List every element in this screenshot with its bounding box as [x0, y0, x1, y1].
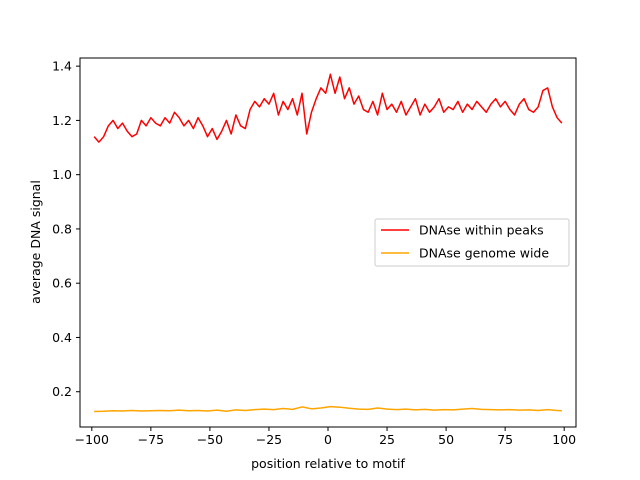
x-tick-label: 25 [379, 432, 395, 447]
y-tick-label: 1.0 [52, 167, 72, 182]
x-tick-label: −75 [138, 432, 164, 447]
series-layer [93, 73, 563, 413]
y-axis: 0.2 0.4 0.6 0.8 1.0 1.2 1.4 [52, 59, 80, 399]
y-tick-label: 0.6 [52, 276, 72, 291]
y-axis-label: average DNA signal [28, 180, 43, 304]
series-line-within-peaks [93, 73, 563, 143]
legend: DNAse within peaks DNAse genome wide [374, 218, 570, 267]
legend-label-genome-wide: DNAse genome wide [419, 246, 549, 261]
y-tick-label: 0.4 [52, 330, 72, 345]
x-tick-label: 100 [552, 432, 576, 447]
legend-label-within-peaks: DNAse within peaks [419, 223, 544, 238]
series-line-genome-wide [94, 405, 562, 413]
x-axis-label: position relative to motif [251, 456, 405, 471]
x-axis: −100 −75 −50 −25 0 25 50 75 100 [75, 427, 576, 447]
x-tick-label: 0 [324, 432, 332, 447]
x-tick-label: −100 [75, 432, 109, 447]
x-tick-label: 50 [438, 432, 454, 447]
y-tick-label: 1.4 [52, 59, 72, 74]
legend-box [374, 218, 570, 267]
y-tick-label: 1.2 [52, 113, 72, 128]
x-tick-label: 75 [497, 432, 513, 447]
y-tick-label: 0.8 [52, 221, 72, 236]
x-tick-label: −50 [197, 432, 223, 447]
x-tick-label: −25 [256, 432, 282, 447]
y-tick-label: 0.2 [52, 384, 72, 399]
